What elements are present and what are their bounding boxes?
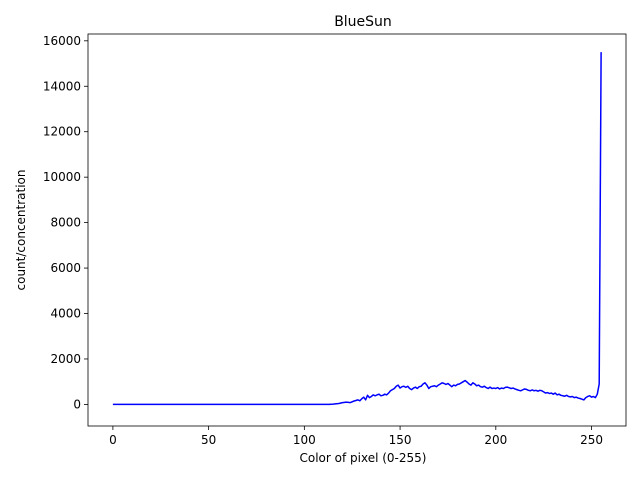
plot-area: 0 50 100 150 200 250 0 2000 4000 6000 8000 10000 120… — [43, 33, 627, 447]
y-tick-label: 0 — [73, 397, 81, 411]
y-tick-label: 8000 — [50, 216, 81, 230]
x-tick-label: 0 — [109, 433, 117, 447]
y-axis-label: count/concentration — [14, 169, 28, 290]
y-tick-label: 10000 — [43, 170, 81, 184]
y-tick-label: 6000 — [50, 261, 81, 275]
x-tick-label: 150 — [389, 433, 412, 447]
plot-frame — [87, 33, 627, 427]
y-tick-label: 4000 — [50, 307, 81, 321]
series-line-0 — [112, 52, 602, 406]
y-tick-label: 16000 — [43, 34, 81, 48]
x-tick-label: 50 — [201, 433, 216, 447]
x-tick-label: 200 — [484, 433, 507, 447]
x-tick-label: 250 — [580, 433, 603, 447]
y-tick-label: 2000 — [50, 352, 81, 366]
chart-title: BlueSun — [334, 14, 392, 30]
x-tick-label: 100 — [293, 433, 316, 447]
y-tick-label: 12000 — [43, 125, 81, 139]
x-axis-label: Color of pixel (0-255) — [300, 451, 427, 465]
y-tick-label: 14000 — [43, 79, 81, 93]
